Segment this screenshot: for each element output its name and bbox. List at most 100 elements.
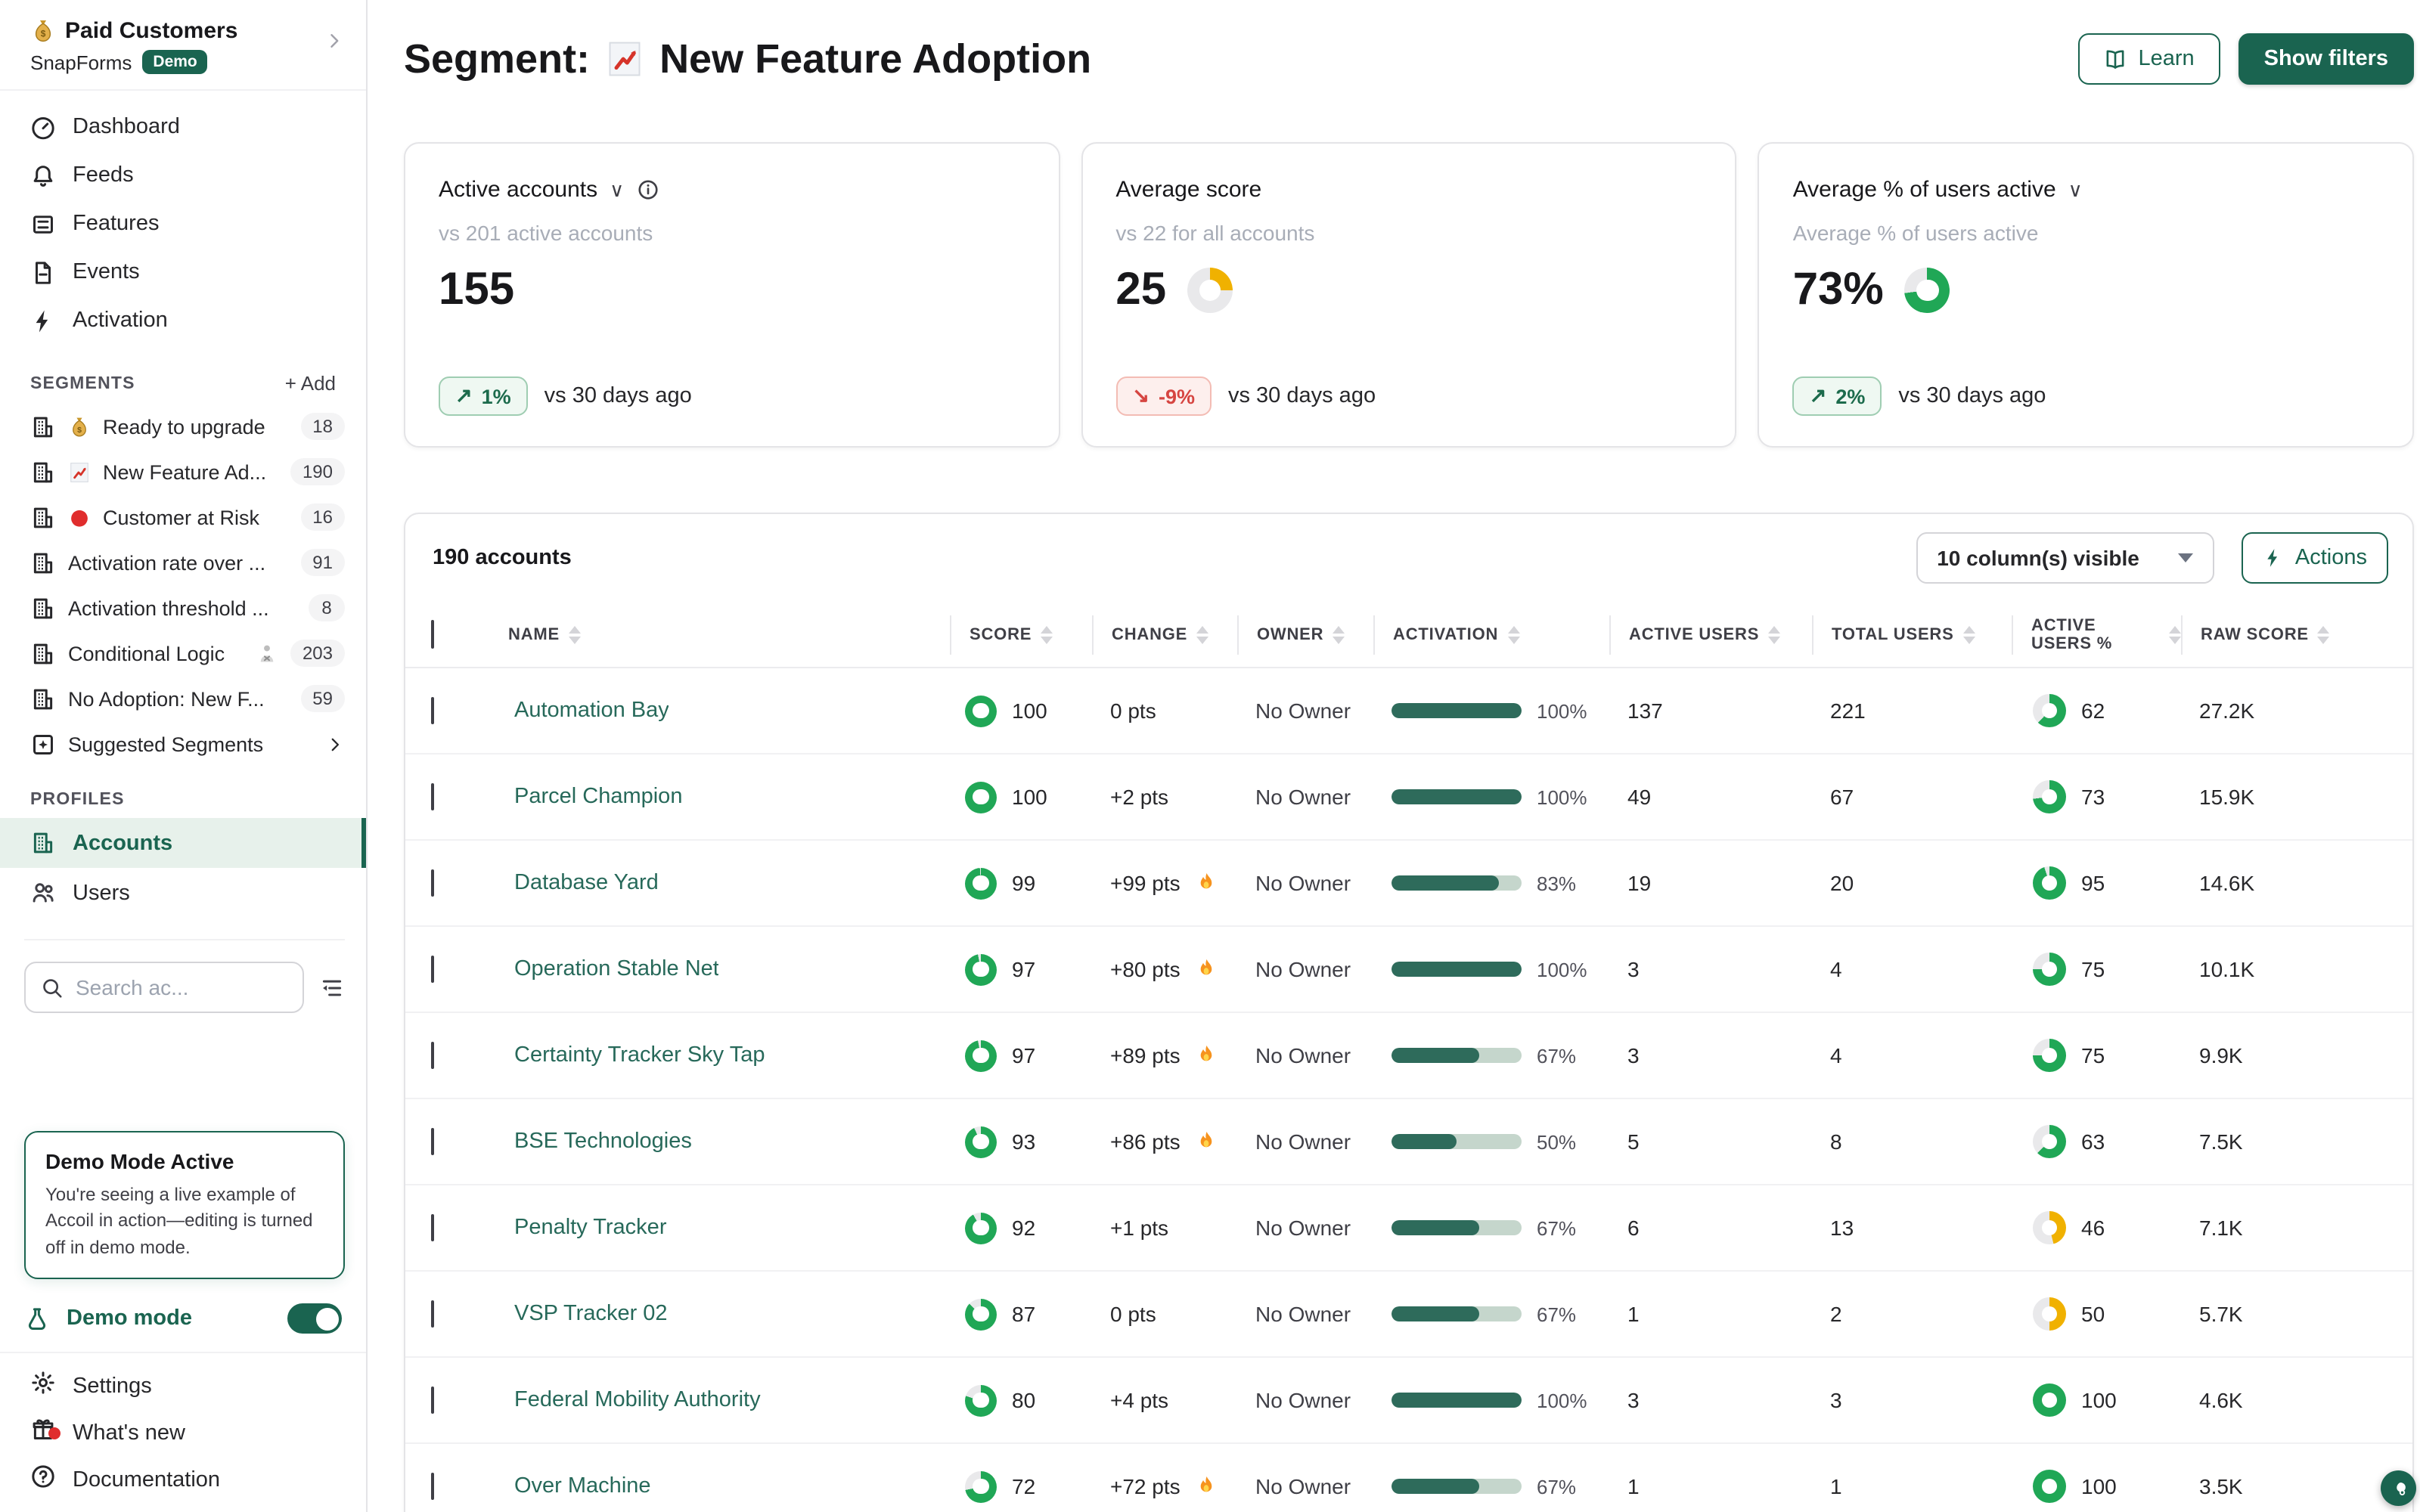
segment-item-customer-at-risk[interactable]: Customer at Risk 16 — [15, 494, 351, 540]
owner-value: No Owner — [1255, 785, 1351, 809]
column-header-score[interactable]: SCORE — [950, 615, 1092, 654]
flask-icon — [24, 1306, 50, 1331]
fire-icon — [1196, 1129, 1218, 1154]
sort-icon[interactable] — [1768, 625, 1780, 643]
money-bag-icon: $ — [30, 18, 56, 44]
donut-chart — [2033, 1470, 2066, 1503]
suggested-segments-link[interactable]: Suggested Segments — [15, 721, 351, 767]
sidebar-item-events[interactable]: Events — [15, 248, 351, 296]
columns-visible-dropdown[interactable]: 10 column(s) visible — [1916, 532, 2215, 584]
sort-icon[interactable] — [2318, 625, 2330, 643]
activation-percent: 100% — [1537, 958, 1587, 981]
building-icon — [30, 414, 56, 439]
sparkle-box-icon — [30, 731, 56, 757]
segment-item-ready-to-upgrade[interactable]: $ Ready to upgrade 18 — [15, 404, 351, 449]
row-checkbox[interactable] — [431, 1473, 434, 1500]
sidebar-item-activation[interactable]: Activation — [15, 296, 351, 345]
sort-icon[interactable] — [569, 625, 581, 643]
segment-item-conditional-logic[interactable]: Conditional Logic 203 — [15, 631, 351, 676]
profile-item-accounts[interactable]: Accounts — [0, 818, 366, 868]
row-checkbox[interactable] — [431, 1214, 434, 1241]
stat-card-value: 155 — [439, 265, 514, 316]
stat-card-value: 73% — [1793, 265, 1884, 316]
column-header-change[interactable]: CHANGE — [1092, 615, 1237, 654]
building-icon — [30, 504, 56, 530]
select-all-checkbox[interactable] — [431, 619, 434, 648]
add-segment-button[interactable]: + Add — [285, 372, 336, 395]
row-checkbox[interactable] — [431, 869, 434, 897]
active-users-percent-value: 75 — [2081, 1043, 2105, 1067]
sort-icon[interactable] — [1507, 625, 1519, 643]
active-users-value: 1 — [1627, 1474, 1640, 1498]
owner-value: No Owner — [1255, 957, 1351, 981]
stat-card-title[interactable]: Active accounts ∨ — [439, 177, 1025, 203]
demo-badge: Demo — [142, 50, 207, 74]
sidebar-item-what-s-new[interactable]: What's new — [15, 1409, 351, 1456]
collapse-sidebar-icon[interactable] — [319, 974, 345, 1000]
demo-mode-toggle[interactable] — [287, 1303, 342, 1334]
account-name-link[interactable]: Parcel Champion — [514, 785, 682, 809]
table-row: Over Machine 72 +72 pts No Owner 67% 1 1… — [405, 1444, 2412, 1512]
show-filters-button[interactable]: Show filters — [2238, 33, 2414, 85]
row-checkbox[interactable] — [431, 1128, 434, 1155]
row-checkbox[interactable] — [431, 1042, 434, 1069]
table-row: Penalty Tracker 92 +1 pts No Owner 67% 6… — [405, 1185, 2412, 1272]
column-header-owner[interactable]: OWNER — [1237, 615, 1373, 654]
search-input[interactable] — [76, 975, 287, 999]
column-header-total-users[interactable]: TOTAL USERS — [1812, 615, 2012, 654]
owner-value: No Owner — [1255, 1302, 1351, 1326]
activation-bar — [1392, 1479, 1522, 1494]
sidebar-item-feeds[interactable]: Feeds — [15, 151, 351, 200]
account-name-link[interactable]: Operation Stable Net — [514, 957, 719, 981]
row-checkbox[interactable] — [431, 783, 434, 810]
building-icon — [30, 550, 56, 575]
learn-button[interactable]: Learn — [2077, 33, 2220, 85]
active-users-percent-value: 75 — [2081, 957, 2105, 981]
column-header-raw-score[interactable]: RAW SCORE — [2181, 615, 2412, 654]
sort-icon[interactable] — [1333, 625, 1345, 643]
segment-item-new-feature-ad[interactable]: New Feature Ad... 190 — [15, 449, 351, 494]
row-checkbox[interactable] — [431, 1300, 434, 1328]
raw-score-value: 7.5K — [2199, 1129, 2243, 1154]
account-name-link[interactable]: VSP Tracker 02 — [514, 1302, 668, 1326]
row-checkbox[interactable] — [431, 1387, 434, 1414]
profile-item-users[interactable]: Users — [0, 868, 366, 918]
donut-chart — [1905, 268, 1950, 313]
chat-launcher-button[interactable] — [2381, 1470, 2416, 1506]
row-checkbox[interactable] — [431, 956, 434, 983]
column-header-name[interactable]: NAME — [490, 615, 950, 654]
raw-score-value: 9.9K — [2199, 1043, 2243, 1067]
account-name-link[interactable]: Database Yard — [514, 871, 659, 895]
sidebar-item-settings[interactable]: Settings — [15, 1362, 351, 1409]
column-header-active-users[interactable]: ACTIVE USERS — [1609, 615, 1812, 654]
account-name-link[interactable]: Over Machine — [514, 1474, 651, 1498]
account-name-link[interactable]: BSE Technologies — [514, 1129, 692, 1154]
workspace-switcher[interactable]: $ Paid Customers SnapForms Demo — [0, 15, 366, 91]
sidebar-item-documentation[interactable]: Documentation — [15, 1456, 351, 1503]
segment-item-activation-threshold[interactable]: Activation threshold ... 8 — [15, 585, 351, 631]
column-header-activation[interactable]: ACTIVATION — [1373, 615, 1609, 654]
page-title-text: New Feature Adoption — [659, 36, 1091, 82]
account-name-link[interactable]: Automation Bay — [514, 699, 669, 723]
stat-card-active-accounts: Active accounts ∨ vs 201 active accounts… — [404, 142, 1060, 448]
chart-up-icon — [68, 460, 91, 483]
segment-item-no-adoption-new-f[interactable]: No Adoption: New F... 59 — [15, 676, 351, 721]
account-name-link[interactable]: Federal Mobility Authority — [514, 1388, 761, 1412]
sort-icon[interactable] — [1196, 625, 1208, 643]
account-name-link[interactable]: Certainty Tracker Sky Tap — [514, 1043, 765, 1067]
account-name-link[interactable]: Penalty Tracker — [514, 1216, 667, 1240]
stat-card-title[interactable]: Average % of users active ∨ — [1793, 177, 2379, 203]
column-header-active-users[interactable]: ACTIVE USERS % — [2012, 615, 2181, 654]
sort-icon[interactable] — [1963, 625, 1975, 643]
active-users-value: 3 — [1627, 1388, 1640, 1412]
segment-item-activation-rate-over[interactable]: Activation rate over ... 91 — [15, 540, 351, 585]
total-users-value: 20 — [1830, 871, 1854, 895]
change-value: +72 pts — [1110, 1474, 1181, 1498]
sort-icon[interactable] — [2169, 625, 2181, 643]
sort-icon[interactable] — [1041, 625, 1053, 643]
actions-button[interactable]: Actions — [2242, 532, 2388, 584]
notification-dot — [48, 1427, 60, 1439]
sidebar-item-features[interactable]: Features — [15, 200, 351, 248]
sidebar-item-dashboard[interactable]: Dashboard — [15, 103, 351, 151]
row-checkbox[interactable] — [431, 697, 434, 724]
